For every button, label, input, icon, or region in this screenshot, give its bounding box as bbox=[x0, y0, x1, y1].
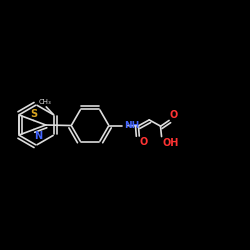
Text: NH: NH bbox=[124, 120, 139, 130]
Text: CH₃: CH₃ bbox=[38, 99, 51, 105]
Text: OH: OH bbox=[162, 138, 178, 148]
Text: O: O bbox=[170, 110, 178, 120]
Text: O: O bbox=[140, 137, 148, 147]
Text: S: S bbox=[30, 110, 37, 120]
Text: N: N bbox=[34, 130, 42, 140]
